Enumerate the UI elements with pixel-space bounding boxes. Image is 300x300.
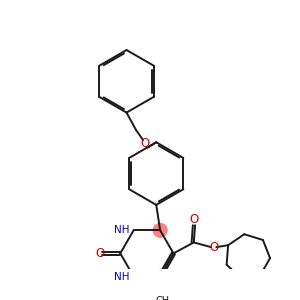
Text: CH₃: CH₃ xyxy=(156,296,174,300)
Text: O: O xyxy=(209,241,218,254)
Text: NH: NH xyxy=(114,225,130,235)
Text: NH: NH xyxy=(114,272,130,282)
Text: O: O xyxy=(95,247,104,260)
Text: O: O xyxy=(189,213,198,226)
Text: O: O xyxy=(141,137,150,150)
Circle shape xyxy=(153,224,167,237)
Circle shape xyxy=(153,269,167,283)
